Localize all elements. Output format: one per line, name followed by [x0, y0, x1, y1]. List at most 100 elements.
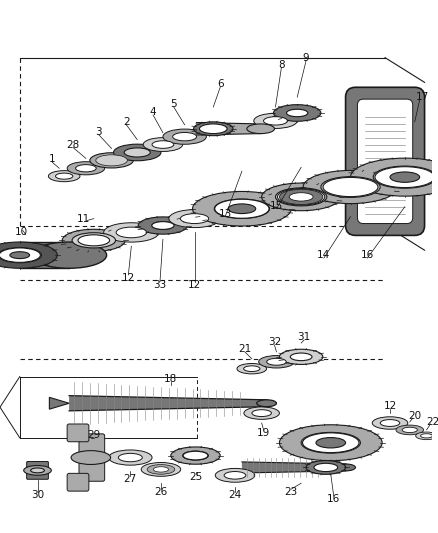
- Ellipse shape: [289, 193, 313, 201]
- Ellipse shape: [224, 472, 246, 479]
- Text: 12: 12: [188, 280, 201, 290]
- Ellipse shape: [276, 188, 327, 206]
- Text: 14: 14: [317, 250, 331, 260]
- FancyBboxPatch shape: [357, 99, 413, 223]
- Ellipse shape: [48, 171, 80, 182]
- Ellipse shape: [244, 407, 279, 419]
- Text: 6: 6: [217, 79, 223, 90]
- Ellipse shape: [173, 133, 197, 141]
- Text: 16: 16: [327, 494, 340, 504]
- Polygon shape: [69, 395, 267, 411]
- Polygon shape: [49, 397, 69, 409]
- Text: 22: 22: [426, 417, 438, 427]
- Ellipse shape: [153, 467, 169, 472]
- Ellipse shape: [143, 138, 183, 151]
- Ellipse shape: [147, 465, 175, 474]
- Ellipse shape: [301, 432, 360, 453]
- Text: 32: 32: [268, 337, 281, 347]
- Ellipse shape: [261, 183, 341, 211]
- Ellipse shape: [141, 463, 181, 477]
- Ellipse shape: [171, 447, 220, 464]
- Text: 27: 27: [124, 474, 137, 484]
- Ellipse shape: [32, 242, 106, 268]
- Ellipse shape: [259, 356, 294, 368]
- Ellipse shape: [396, 425, 424, 435]
- Ellipse shape: [402, 427, 417, 433]
- Polygon shape: [20, 242, 69, 268]
- Ellipse shape: [0, 248, 40, 262]
- Text: 3: 3: [95, 127, 102, 137]
- Ellipse shape: [138, 217, 187, 234]
- Text: 30: 30: [31, 490, 44, 500]
- Ellipse shape: [316, 438, 346, 448]
- Ellipse shape: [287, 109, 307, 116]
- Ellipse shape: [306, 461, 346, 474]
- Ellipse shape: [96, 155, 127, 166]
- Text: 4: 4: [150, 107, 156, 117]
- Ellipse shape: [390, 172, 420, 182]
- Polygon shape: [197, 123, 261, 135]
- FancyBboxPatch shape: [67, 473, 89, 491]
- Ellipse shape: [420, 434, 432, 438]
- Text: 28: 28: [67, 140, 80, 150]
- Ellipse shape: [193, 191, 291, 226]
- Ellipse shape: [71, 450, 110, 464]
- Ellipse shape: [118, 454, 142, 462]
- Ellipse shape: [303, 433, 359, 453]
- Text: 24: 24: [228, 490, 242, 500]
- Ellipse shape: [113, 144, 161, 161]
- Ellipse shape: [290, 353, 312, 361]
- Ellipse shape: [264, 117, 287, 125]
- Ellipse shape: [279, 349, 323, 365]
- Polygon shape: [242, 462, 346, 473]
- Ellipse shape: [199, 124, 227, 134]
- Ellipse shape: [214, 199, 269, 219]
- Text: 23: 23: [285, 487, 298, 497]
- Text: 2: 2: [123, 117, 130, 127]
- Ellipse shape: [169, 209, 220, 228]
- Ellipse shape: [24, 465, 51, 475]
- Text: 31: 31: [297, 332, 311, 342]
- Text: 20: 20: [408, 411, 421, 421]
- Text: 17: 17: [416, 92, 429, 102]
- Ellipse shape: [183, 451, 208, 460]
- Ellipse shape: [416, 432, 438, 440]
- Ellipse shape: [104, 223, 159, 242]
- Text: 13: 13: [219, 209, 232, 219]
- Text: 29: 29: [87, 430, 100, 440]
- Ellipse shape: [303, 171, 398, 204]
- Text: 9: 9: [303, 53, 309, 63]
- Text: 11: 11: [77, 214, 91, 224]
- Ellipse shape: [228, 204, 256, 214]
- Ellipse shape: [56, 173, 73, 179]
- Ellipse shape: [375, 167, 434, 188]
- Ellipse shape: [116, 227, 147, 238]
- Ellipse shape: [31, 468, 44, 473]
- Ellipse shape: [252, 410, 272, 417]
- Text: 12: 12: [383, 401, 397, 411]
- Ellipse shape: [237, 364, 267, 374]
- Ellipse shape: [273, 104, 321, 121]
- Text: 5: 5: [170, 99, 177, 109]
- Ellipse shape: [78, 235, 110, 246]
- Text: 26: 26: [154, 487, 168, 497]
- FancyBboxPatch shape: [346, 87, 424, 236]
- Ellipse shape: [257, 400, 276, 407]
- Ellipse shape: [336, 464, 356, 471]
- Ellipse shape: [90, 153, 133, 168]
- Text: 10: 10: [15, 228, 28, 237]
- FancyBboxPatch shape: [67, 424, 89, 442]
- FancyBboxPatch shape: [27, 462, 48, 479]
- Text: 18: 18: [164, 374, 177, 384]
- Text: 8: 8: [278, 60, 285, 70]
- Ellipse shape: [124, 148, 150, 157]
- Ellipse shape: [267, 358, 286, 365]
- Ellipse shape: [76, 165, 96, 172]
- Ellipse shape: [194, 122, 233, 136]
- Ellipse shape: [152, 222, 174, 229]
- Text: 33: 33: [153, 280, 166, 290]
- Ellipse shape: [109, 450, 152, 465]
- Text: 1: 1: [49, 155, 56, 164]
- Ellipse shape: [244, 366, 260, 372]
- Ellipse shape: [99, 156, 124, 165]
